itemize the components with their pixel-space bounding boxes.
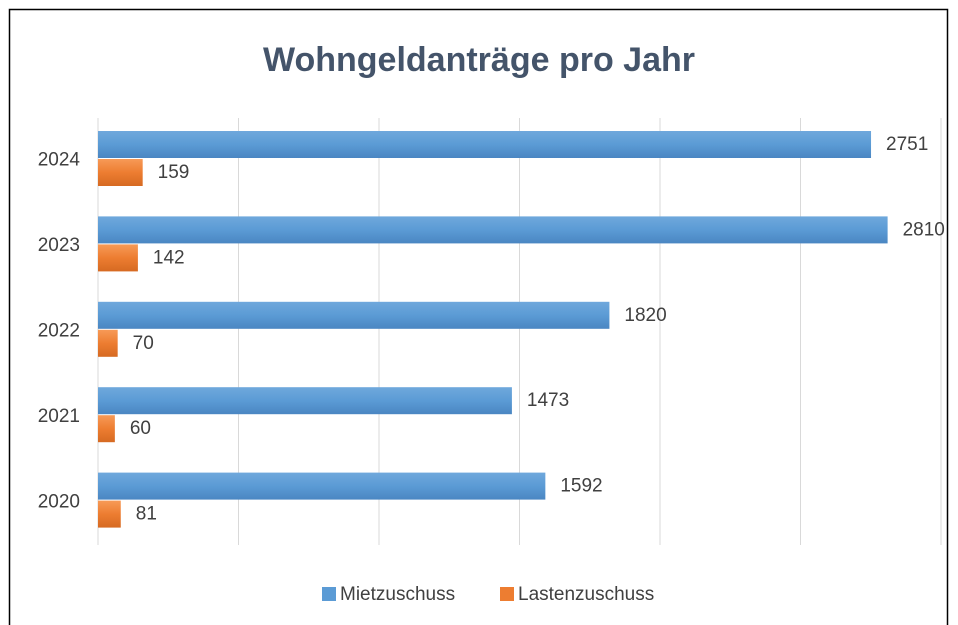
- bar: [98, 500, 121, 528]
- value-label: 60: [130, 418, 151, 439]
- value-label: 142: [153, 247, 185, 268]
- legend-label: Mietzuschuss: [340, 584, 455, 605]
- bar: [98, 472, 546, 500]
- value-label: 1820: [624, 305, 666, 326]
- bar: [98, 216, 888, 244]
- value-label: 81: [136, 504, 157, 525]
- bar: [98, 387, 512, 415]
- legend-label: Lastenzuschuss: [518, 584, 654, 605]
- value-label: 1473: [527, 390, 569, 411]
- value-label: 2810: [903, 219, 945, 240]
- y-tick-label: 2023: [38, 235, 80, 256]
- legend-swatch: [500, 587, 514, 601]
- value-label: 2751: [886, 134, 928, 155]
- bar: [98, 159, 143, 186]
- y-tick-label: 2022: [38, 321, 80, 342]
- legend-swatch: [322, 587, 336, 601]
- bar: [98, 329, 118, 357]
- bar: [98, 244, 138, 272]
- value-label: 159: [158, 162, 190, 183]
- bar: [98, 415, 115, 443]
- y-tick-label: 2020: [38, 491, 80, 512]
- y-tick-label: 2024: [38, 150, 81, 171]
- legend: Mietzuschuss Lastenzuschuss: [322, 584, 654, 605]
- value-label: 1592: [560, 476, 602, 497]
- bar: [98, 301, 610, 329]
- chart-title: Wohngeldanträge pro Jahr: [263, 41, 695, 79]
- y-tick-label: 2021: [38, 406, 80, 427]
- value-label: 70: [133, 333, 154, 354]
- bar: [98, 131, 872, 158]
